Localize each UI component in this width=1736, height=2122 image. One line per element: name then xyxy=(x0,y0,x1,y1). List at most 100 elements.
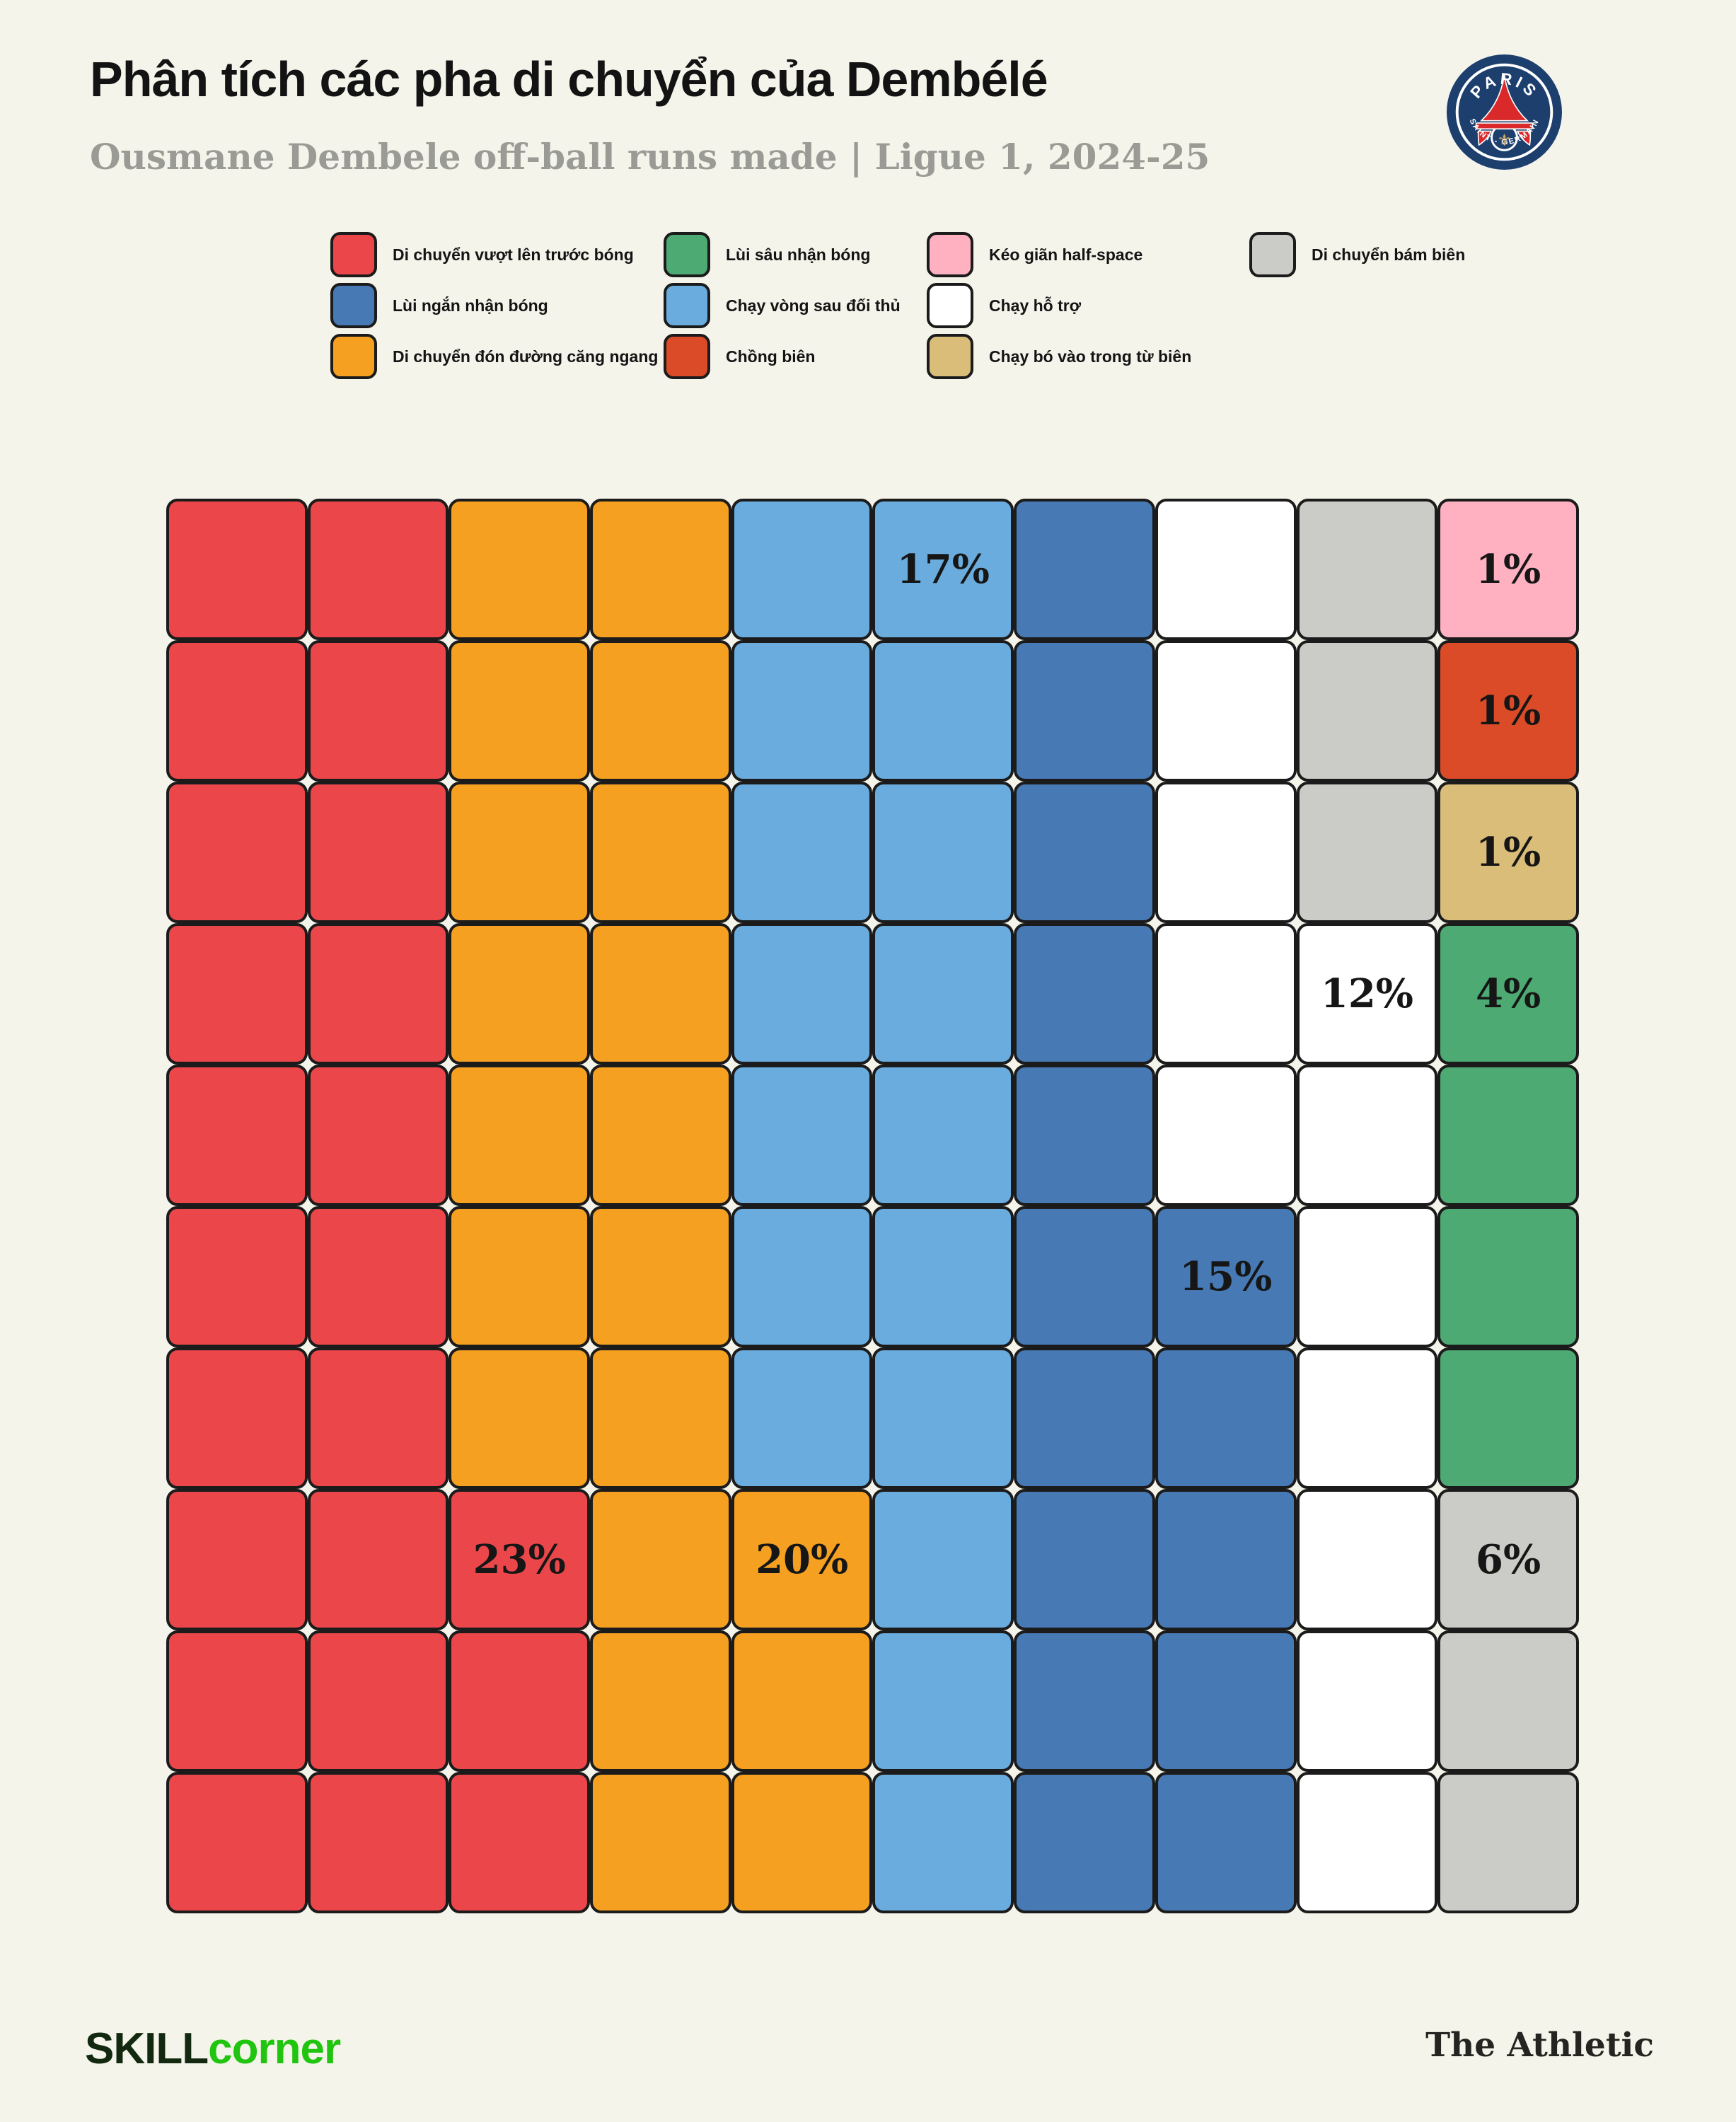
skillcorner-logo-part1: SKILL xyxy=(85,2024,209,2073)
waffle-cell-orange xyxy=(590,1065,731,1206)
waffle-cell-darkblue xyxy=(1155,1489,1297,1630)
percent-label: 1% xyxy=(1476,829,1541,876)
waffle-cell-orange xyxy=(731,1772,873,1913)
the-athletic-logo: The Athletic xyxy=(1425,2026,1654,2065)
waffle-grid: 17% 1% 1% 1% 12% 4% 15% 23% 20% 6% xyxy=(166,499,1579,1913)
waffle-cell-redorange: 1% xyxy=(1437,640,1579,782)
waffle-cell-darkblue xyxy=(1155,1347,1297,1489)
waffle-cell-orange xyxy=(590,1772,731,1913)
legend-label: Lùi sâu nhận bóng xyxy=(726,245,871,264)
waffle-cell-gray xyxy=(1296,640,1438,782)
waffle-cell-orange xyxy=(449,923,591,1065)
waffle-cell-gray xyxy=(1296,499,1438,640)
waffle-cell-red xyxy=(166,499,308,640)
waffle-cell-darkblue xyxy=(1014,640,1155,782)
waffle-cell-tan: 1% xyxy=(1437,782,1579,923)
waffle-cell-darkblue xyxy=(1014,1489,1155,1630)
waffle-cell-white: 12% xyxy=(1296,923,1438,1065)
legend-label: Lùi ngắn nhận bóng xyxy=(393,296,548,315)
waffle-cell-white xyxy=(1155,1065,1297,1206)
legend-swatch-pink xyxy=(927,232,973,277)
legend-swatch-tan xyxy=(927,334,973,379)
percent-label: 15% xyxy=(1179,1253,1273,1300)
waffle-cell-lightblue xyxy=(731,1065,873,1206)
waffle-cell-darkblue: 15% xyxy=(1155,1206,1297,1347)
legend-label: Kéo giãn half-space xyxy=(989,245,1143,264)
waffle-cell-orange xyxy=(449,640,591,782)
waffle-cell-white xyxy=(1155,923,1297,1065)
legend-swatch-lightblue xyxy=(664,283,710,328)
legend-item-redorange: Chồng biên xyxy=(664,334,815,379)
waffle-cell-red xyxy=(307,1489,449,1630)
waffle-cell-red xyxy=(307,1772,449,1913)
waffle-cell-red xyxy=(307,1065,449,1206)
eiffel-tower-icon xyxy=(1475,74,1534,146)
waffle-cell-white xyxy=(1296,1347,1438,1489)
waffle-cell-lightblue xyxy=(872,1065,1014,1206)
waffle-cell-lightblue xyxy=(872,1630,1014,1772)
legend-label: Di chuyển bám biên xyxy=(1312,245,1466,264)
waffle-cell-red xyxy=(166,1772,308,1913)
percent-label: 1% xyxy=(1476,546,1541,593)
skillcorner-logo: SKILLcorner xyxy=(85,2024,341,2073)
waffle-cell-orange xyxy=(449,499,591,640)
waffle-cell-white xyxy=(1296,1065,1438,1206)
waffle-cell-white xyxy=(1296,1630,1438,1772)
waffle-cell-orange xyxy=(449,1347,591,1489)
waffle-cell-orange xyxy=(731,1630,873,1772)
legend-item-lightblue: Chạy vòng sau đối thủ xyxy=(664,283,901,328)
waffle-cell-darkblue xyxy=(1014,1206,1155,1347)
waffle-cell-gray: 6% xyxy=(1437,1489,1579,1630)
waffle-cell-darkblue xyxy=(1014,1772,1155,1913)
legend-swatch-red xyxy=(330,232,377,277)
waffle-cell-white xyxy=(1296,1206,1438,1347)
waffle-cell-darkblue xyxy=(1014,1630,1155,1772)
waffle-cell-gray xyxy=(1296,782,1438,923)
legend-label: Di chuyển vượt lên trước bóng xyxy=(393,245,634,264)
waffle-cell-orange xyxy=(590,1347,731,1489)
waffle-cell-red xyxy=(166,1630,308,1772)
waffle-cell-lightblue xyxy=(872,1347,1014,1489)
percent-label: 12% xyxy=(1320,970,1414,1017)
waffle-cell-red xyxy=(166,782,308,923)
waffle-cell-orange xyxy=(449,1065,591,1206)
legend-label: Di chuyển đón đường căng ngang xyxy=(393,347,659,366)
legend-item-green: Lùi sâu nhận bóng xyxy=(664,232,870,277)
legend-swatch-orange xyxy=(330,334,377,379)
legend-item-orange: Di chuyển đón đường căng ngang xyxy=(330,334,658,379)
legend-item-white: Chạy hỗ trợ xyxy=(927,283,1081,328)
legend-item-pink: Kéo giãn half-space xyxy=(927,232,1142,277)
waffle-cell-pink: 1% xyxy=(1437,499,1579,640)
waffle-cell-green xyxy=(1437,1065,1579,1206)
waffle-cell-red xyxy=(307,640,449,782)
waffle-cell-white xyxy=(1155,640,1297,782)
legend-swatch-redorange xyxy=(664,334,710,379)
waffle-cell-green xyxy=(1437,1347,1579,1489)
waffle-cell-darkblue xyxy=(1155,1630,1297,1772)
waffle-cell-lightblue xyxy=(872,640,1014,782)
waffle-cell-orange xyxy=(590,1630,731,1772)
waffle-cell-lightblue: 17% xyxy=(872,499,1014,640)
percent-label: 17% xyxy=(896,546,990,593)
waffle-cell-red xyxy=(307,1206,449,1347)
waffle-cell-orange xyxy=(590,923,731,1065)
legend-item-red: Di chuyển vượt lên trước bóng xyxy=(330,232,634,277)
waffle-cell-gray xyxy=(1437,1772,1579,1913)
legend-swatch-darkblue xyxy=(330,283,377,328)
waffle-cell-red xyxy=(307,499,449,640)
badge-ring xyxy=(1455,63,1553,161)
waffle-cell-red xyxy=(166,640,308,782)
waffle-cell-darkblue xyxy=(1014,499,1155,640)
waffle-cell-red xyxy=(166,1347,308,1489)
waffle-cell-red: 23% xyxy=(449,1489,591,1630)
waffle-cell-orange xyxy=(590,499,731,640)
waffle-cell-lightblue xyxy=(731,923,873,1065)
waffle-cell-gray xyxy=(1437,1630,1579,1772)
waffle-cell-red xyxy=(166,923,308,1065)
waffle-cell-white xyxy=(1296,1489,1438,1630)
waffle-cell-darkblue xyxy=(1014,1347,1155,1489)
page-title: Phân tích các pha di chuyển của Dembélé xyxy=(90,52,1048,107)
waffle-cell-lightblue xyxy=(731,1206,873,1347)
waffle-cell-red xyxy=(307,1630,449,1772)
